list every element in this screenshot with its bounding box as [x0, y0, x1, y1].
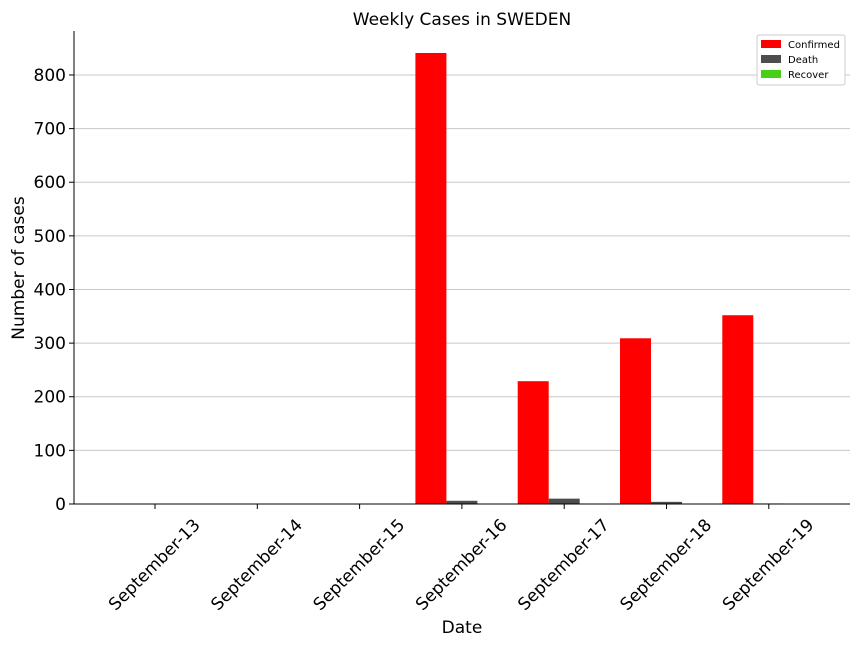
legend-swatch-recover: [761, 70, 781, 78]
bar-death-september-18: [651, 501, 682, 504]
y-tick-label: 200: [34, 388, 66, 408]
legend-swatch-confirmed: [761, 40, 781, 48]
x-tick-label: September-15: [310, 515, 409, 614]
x-tick-label: September-17: [514, 515, 613, 614]
chart-title: Weekly Cases in SWEDEN: [353, 10, 571, 30]
y-tick-label: 400: [34, 280, 66, 300]
bar-death-september-16: [446, 500, 478, 504]
legend-label-recover: Recover: [788, 70, 829, 81]
grid-lines: [74, 74, 850, 451]
bar-confirmed-september-18: [620, 338, 651, 504]
bar-death-september-17: [548, 498, 580, 504]
x-tick-label: September-19: [719, 515, 818, 614]
bars: [415, 52, 785, 505]
x-tick-label: September-18: [617, 515, 716, 614]
y-tick-label: 800: [34, 66, 66, 86]
y-tick-label: 700: [34, 120, 66, 140]
legend: Confirmed Death Recover: [756, 34, 846, 86]
legend-label-death: Death: [788, 55, 818, 66]
x-tick-label: September-14: [207, 515, 306, 614]
y-tick-label: 100: [34, 441, 66, 461]
x-axis-label: Date: [442, 618, 483, 638]
y-tick-label: 0: [55, 495, 66, 515]
bar-confirmed-september-19: [722, 315, 754, 504]
y-tick-label: 300: [34, 334, 66, 354]
y-tick-label: 500: [34, 227, 66, 247]
legend-swatch-death: [761, 55, 781, 63]
x-tick-label: September-16: [412, 515, 511, 614]
legend-label-confirmed: Confirmed: [788, 40, 840, 51]
bar-confirmed-september-17: [517, 381, 549, 504]
x-tick-label: September-13: [105, 515, 204, 614]
y-axis-label: Number of cases: [9, 196, 29, 340]
bar-confirmed-september-16: [415, 52, 447, 505]
y-tick-label: 600: [34, 173, 66, 193]
